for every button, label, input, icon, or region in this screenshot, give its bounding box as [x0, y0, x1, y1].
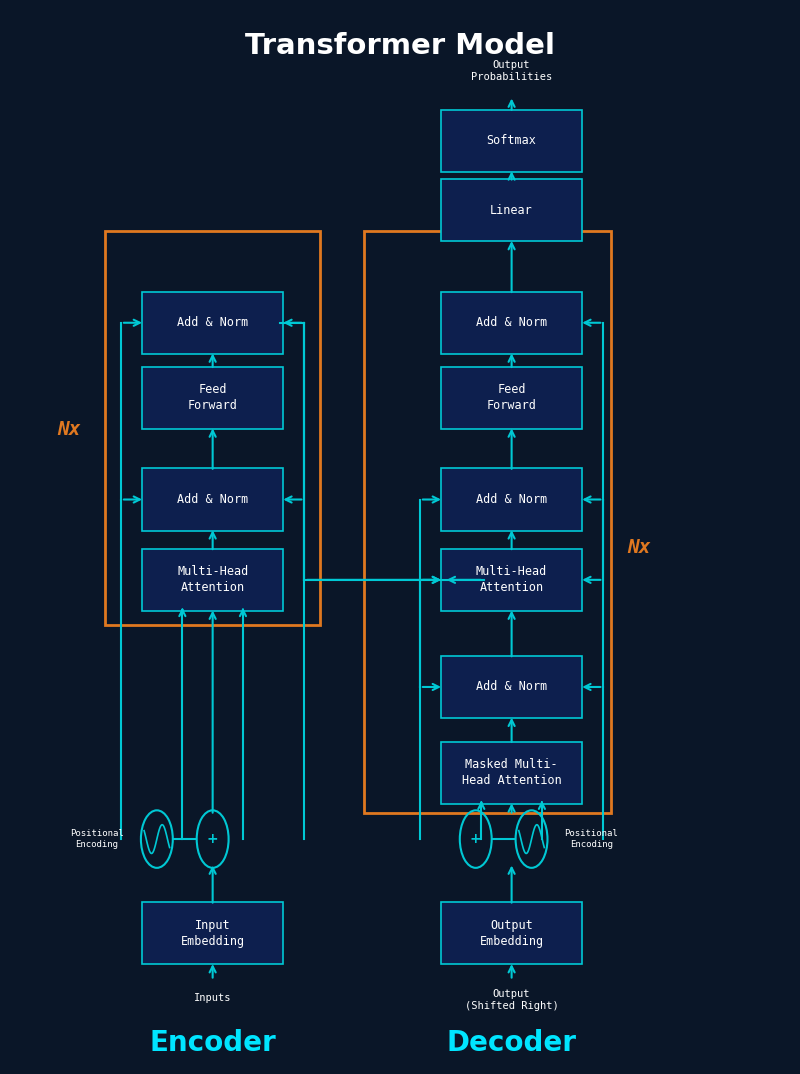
- Text: Transformer Model: Transformer Model: [245, 32, 555, 60]
- Bar: [105, 231, 320, 625]
- FancyBboxPatch shape: [442, 549, 582, 611]
- Text: Add & Norm: Add & Norm: [177, 316, 248, 330]
- Text: Nx: Nx: [58, 420, 81, 439]
- Text: Multi-Head
Attention: Multi-Head Attention: [177, 565, 248, 594]
- Text: Softmax: Softmax: [486, 134, 537, 147]
- FancyBboxPatch shape: [442, 742, 582, 803]
- Text: Add & Norm: Add & Norm: [177, 493, 248, 506]
- FancyBboxPatch shape: [142, 468, 283, 531]
- Text: Input
Embedding: Input Embedding: [181, 919, 245, 948]
- Text: Nx: Nx: [627, 538, 651, 557]
- Text: +: +: [207, 832, 218, 846]
- Text: Linear: Linear: [490, 204, 533, 217]
- FancyBboxPatch shape: [442, 902, 582, 964]
- FancyBboxPatch shape: [442, 179, 582, 242]
- Text: Add & Norm: Add & Norm: [476, 316, 547, 330]
- Text: Positional
Encoding: Positional Encoding: [70, 829, 124, 848]
- Text: Feed
Forward: Feed Forward: [188, 383, 238, 412]
- Text: Masked Multi-
Head Attention: Masked Multi- Head Attention: [462, 758, 562, 787]
- FancyBboxPatch shape: [142, 292, 283, 353]
- Bar: [364, 231, 611, 813]
- FancyBboxPatch shape: [142, 549, 283, 611]
- Text: Output
(Shifted Right): Output (Shifted Right): [465, 989, 558, 1011]
- FancyBboxPatch shape: [442, 110, 582, 172]
- Text: Multi-Head
Attention: Multi-Head Attention: [476, 565, 547, 594]
- Text: Add & Norm: Add & Norm: [476, 493, 547, 506]
- Text: +: +: [470, 832, 482, 846]
- FancyBboxPatch shape: [442, 656, 582, 719]
- FancyBboxPatch shape: [442, 468, 582, 531]
- FancyBboxPatch shape: [142, 902, 283, 964]
- Text: Decoder: Decoder: [446, 1029, 577, 1057]
- Text: Encoder: Encoder: [150, 1029, 276, 1057]
- Text: Output
Probabilities: Output Probabilities: [471, 60, 552, 82]
- FancyBboxPatch shape: [442, 292, 582, 353]
- Text: Inputs: Inputs: [194, 992, 231, 1003]
- Text: Add & Norm: Add & Norm: [476, 681, 547, 694]
- FancyBboxPatch shape: [442, 366, 582, 429]
- Text: Feed
Forward: Feed Forward: [486, 383, 537, 412]
- Text: Positional
Encoding: Positional Encoding: [565, 829, 618, 848]
- Text: Output
Embedding: Output Embedding: [479, 919, 544, 948]
- FancyBboxPatch shape: [142, 366, 283, 429]
